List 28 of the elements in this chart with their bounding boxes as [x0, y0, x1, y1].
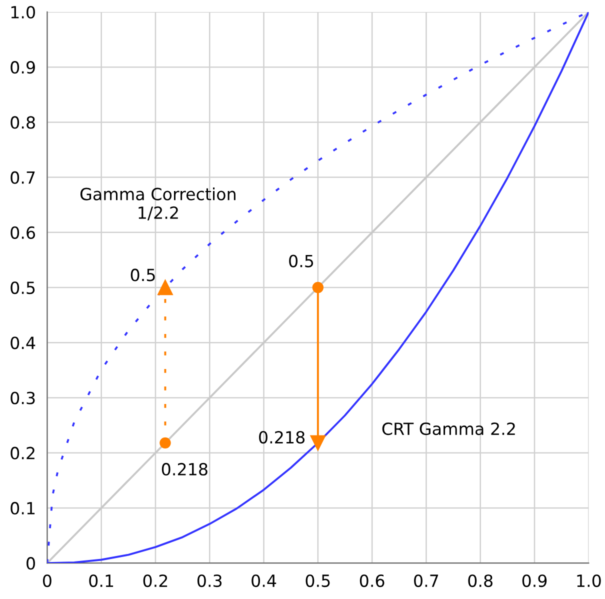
- x-tick-label: 0.4: [252, 574, 276, 588]
- x-tick-label: 0.9: [522, 574, 547, 588]
- y-tick-label: 0.5: [10, 281, 35, 294]
- y-tick-label: 0.3: [10, 392, 35, 404]
- y-tick-label: 1.0: [11, 6, 35, 19]
- data-label: 0.218: [259, 430, 305, 444]
- x-tick-label: 0.3: [197, 574, 222, 588]
- y-tick-label: 0.2: [10, 446, 34, 460]
- x-tick-label: 1.0: [577, 574, 601, 588]
- x-tick-label: 0.6: [360, 574, 384, 588]
- y-tick-label: 0.6: [10, 226, 36, 239]
- y-tick-label: 0.9: [10, 61, 35, 74]
- y-tick-label: 0: [26, 557, 35, 570]
- y-tick-label: 0.1: [10, 502, 35, 515]
- annotation: CRT Gamma 2.2: [382, 422, 515, 436]
- y-tick-label: 0.8: [10, 116, 35, 129]
- y-tick-label: 0.4: [10, 336, 36, 350]
- x-tick-label: 0.7: [414, 574, 438, 588]
- annotation: Gamma Correction 1/2.2: [80, 187, 236, 220]
- x-tick-label: 0.8: [468, 574, 492, 588]
- x-tick-label: 0.1: [89, 574, 114, 588]
- x-tick-label: 0.2: [143, 574, 168, 588]
- x-tick-label: 0: [42, 574, 52, 588]
- y-tick-label: 0.7: [10, 171, 35, 184]
- data-label: 0.218: [162, 462, 208, 476]
- x-tick-label: 0.5: [306, 574, 330, 588]
- data-label: 0.5: [289, 254, 314, 268]
- data-label: 0.5: [130, 268, 155, 282]
